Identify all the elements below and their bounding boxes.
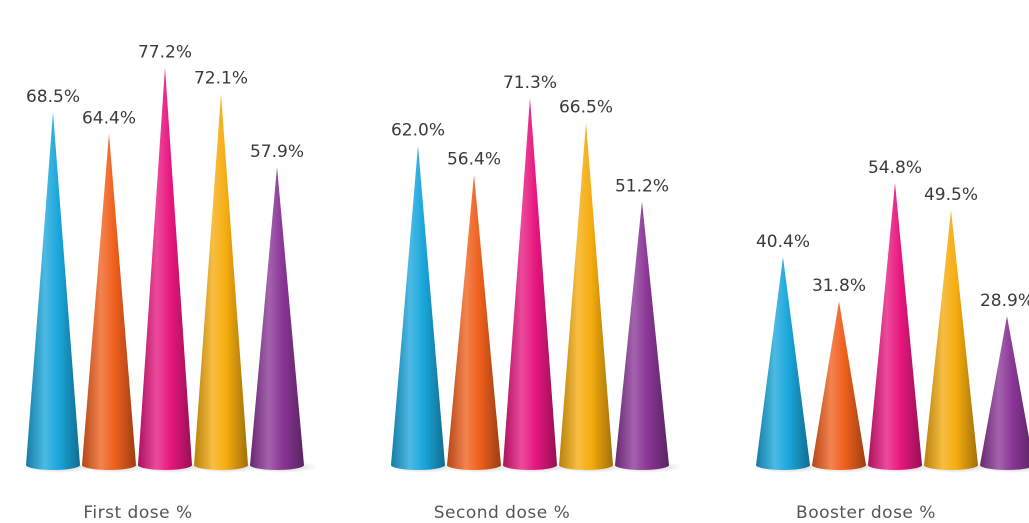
data-labels: 68.5%64.4% 77.2%72.1% 57.9% 62.0%56.4% 71.3%… (26, 42, 1029, 311)
cone-bar (138, 67, 192, 471)
data-label: 66.5% (559, 98, 613, 118)
data-label: 62.0% (391, 121, 445, 141)
cone-bar (26, 112, 80, 470)
cone-bar (391, 145, 445, 470)
category-labels: First dose % Second dose % Booster dose % (83, 503, 936, 523)
data-label: 51.2% (615, 176, 669, 196)
cone-marks (26, 67, 1029, 471)
cone-bar (503, 97, 557, 471)
data-label: 40.4% (756, 232, 810, 252)
cone-bar (615, 201, 669, 470)
data-label: 49.5% (924, 185, 978, 205)
data-label: 77.2% (138, 42, 192, 62)
cone-bar (980, 316, 1029, 470)
cone-bar (82, 133, 136, 470)
data-label: 28.9% (980, 291, 1029, 311)
cone-bar (812, 301, 866, 470)
data-label: 54.8% (868, 158, 922, 178)
cone-bar (250, 166, 304, 470)
cone-bar (756, 256, 810, 470)
category-label: First dose % (83, 503, 192, 523)
cone-bar (559, 122, 613, 471)
data-label: 72.1% (194, 69, 248, 89)
data-label: 57.9% (250, 142, 304, 162)
category-label: Booster dose % (796, 503, 936, 523)
category-label: Second dose % (434, 503, 571, 523)
cone-bar (868, 182, 922, 470)
data-label: 64.4% (82, 108, 136, 128)
cone-bar (447, 174, 501, 471)
data-label: 71.3% (503, 73, 557, 93)
cone-bar (924, 210, 978, 470)
data-label: 68.5% (26, 87, 80, 107)
data-label: 31.8% (812, 276, 866, 296)
cone-bar (194, 93, 248, 470)
data-label: 56.4% (447, 150, 501, 170)
